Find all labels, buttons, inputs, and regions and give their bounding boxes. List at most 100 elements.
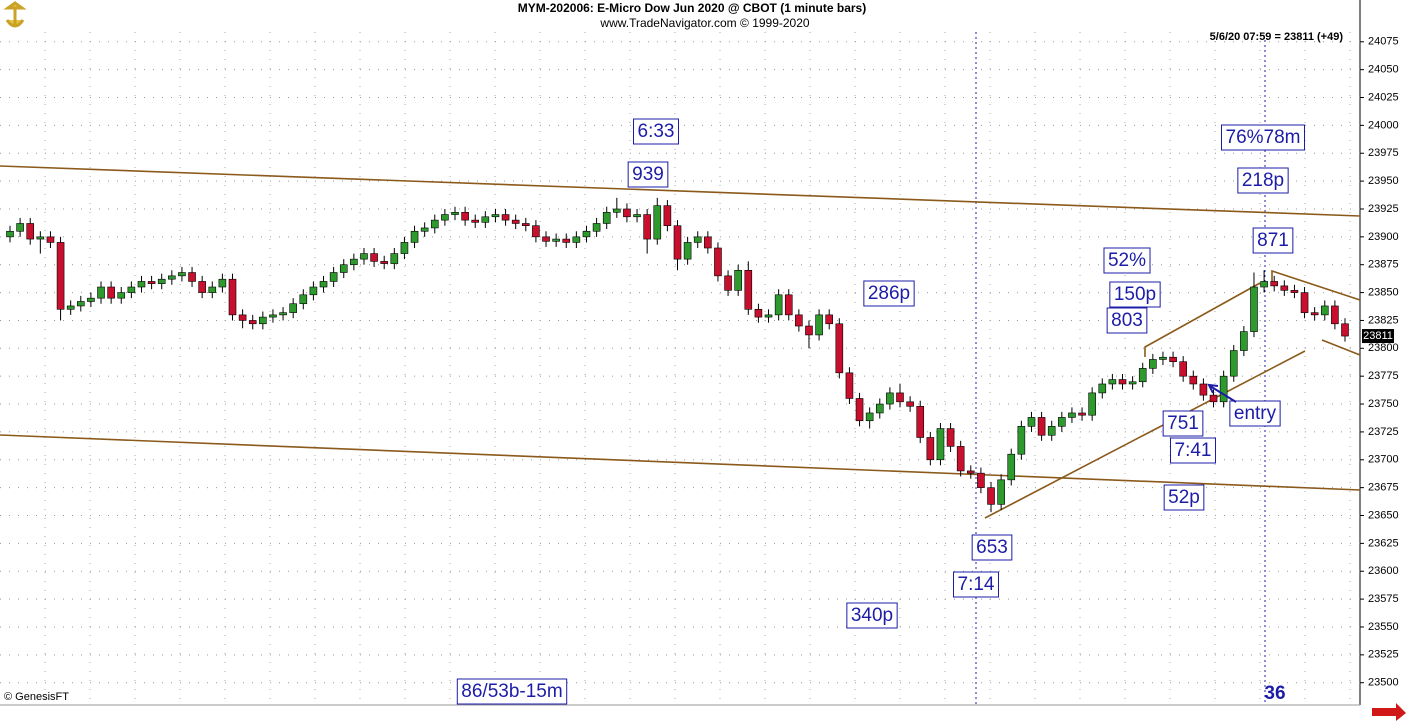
candle-body [926, 437, 935, 461]
candle-body [542, 236, 550, 242]
candle-body [430, 219, 439, 229]
candle-body [127, 286, 136, 293]
candle-body [653, 205, 662, 240]
annotation-box [1106, 307, 1148, 334]
annotation: 286p [868, 283, 910, 304]
candle-body [1149, 359, 1157, 369]
annotation: 653 [976, 537, 1008, 558]
candle-body [865, 412, 874, 422]
y-tick-label: 23550 [1368, 621, 1399, 633]
entry-arrow [1207, 383, 1219, 394]
candle-body [562, 238, 571, 243]
candle-body [835, 323, 844, 374]
candle-body [1159, 356, 1167, 360]
candle-body [117, 292, 126, 299]
candle-body [734, 269, 742, 291]
candle-body [552, 238, 560, 242]
annotation-box [1103, 247, 1151, 274]
candle-body [279, 312, 287, 316]
candle-body [168, 275, 176, 280]
candle-body [309, 286, 318, 296]
candle-body [147, 281, 156, 284]
candle-body [966, 470, 975, 474]
candle-body [572, 236, 581, 243]
candle-body [390, 253, 399, 264]
annotation-box [1229, 400, 1281, 427]
candle-body [825, 314, 834, 325]
candle-body [815, 314, 823, 336]
annotation-box [863, 280, 915, 307]
annotation-box [1163, 484, 1205, 511]
y-tick-label: 23975 [1368, 147, 1399, 159]
candle-body [481, 216, 490, 223]
y-tick-label: 23850 [1368, 286, 1399, 298]
candle-body [997, 479, 1005, 505]
annotation: 871 [1257, 230, 1289, 251]
annotation: 52p [1168, 487, 1200, 508]
candle-body [1088, 392, 1096, 416]
credit: © GenesisFT [4, 691, 69, 703]
annotation-box [1221, 124, 1305, 151]
trend-lines [0, 165, 1361, 519]
candle-body [178, 272, 186, 277]
candle-body [218, 278, 227, 288]
annotation: 7:41 [1175, 440, 1212, 461]
candle-body [248, 320, 257, 325]
candle-body [724, 275, 732, 291]
candle-body [582, 230, 591, 238]
candle-body [784, 294, 793, 316]
candle-body [1341, 323, 1349, 337]
candle-body [1108, 379, 1117, 385]
annotation: 939 [632, 164, 664, 185]
candle-body [532, 225, 540, 238]
candle-body [36, 236, 45, 240]
candle-body [744, 269, 753, 310]
y-tick-label: 23600 [1368, 565, 1399, 577]
scroll-arrow[interactable] [1372, 703, 1406, 721]
annotation-box [633, 118, 679, 145]
candle-body [855, 398, 864, 422]
candle-body [1118, 379, 1127, 385]
y-tick-label: 23750 [1368, 398, 1399, 410]
candle-body [896, 392, 904, 403]
candles [6, 197, 1349, 513]
annotation: 218p [1242, 170, 1284, 191]
annotations: 6:33 939 76%78m 218p 871 52% 150p 803 286p 751 7:4… [456, 118, 1305, 705]
trend-line [984, 350, 1306, 519]
candle-body [289, 303, 297, 313]
annotation-box [1252, 227, 1294, 254]
candle-body [157, 278, 166, 284]
candle-body [410, 230, 419, 243]
candle-body [339, 264, 348, 273]
candle-body [754, 308, 763, 318]
y-tick-label: 23725 [1368, 426, 1399, 438]
candle-body [1007, 453, 1016, 481]
candle-body [1260, 281, 1268, 288]
candle-body [1219, 375, 1228, 403]
y-tick-label: 23825 [1368, 314, 1399, 326]
candle-body [936, 428, 945, 461]
candle-body [97, 286, 105, 299]
candle-body [16, 223, 24, 232]
candle-body [1189, 375, 1198, 385]
annotation: 150p [1114, 284, 1156, 305]
candle-body [1138, 368, 1147, 383]
annotation: 751 [1167, 413, 1199, 434]
annotation: 340p [851, 605, 893, 626]
candle-body [1169, 356, 1177, 362]
candle-body [704, 236, 712, 249]
candle-body [1068, 412, 1076, 418]
candle-body [198, 281, 206, 293]
candle-body [380, 261, 389, 264]
candle-body [906, 401, 914, 407]
candle-body [805, 325, 813, 336]
candle-body [1300, 292, 1309, 313]
candle-body [6, 230, 14, 238]
candle-body [1058, 417, 1066, 427]
candle-body [683, 242, 692, 260]
candle-body [1037, 417, 1046, 436]
y-tick-label: 23875 [1368, 259, 1399, 271]
y-tick-label: 23775 [1368, 370, 1399, 382]
annotation-box [971, 534, 1013, 561]
annotation-box [1237, 167, 1289, 194]
